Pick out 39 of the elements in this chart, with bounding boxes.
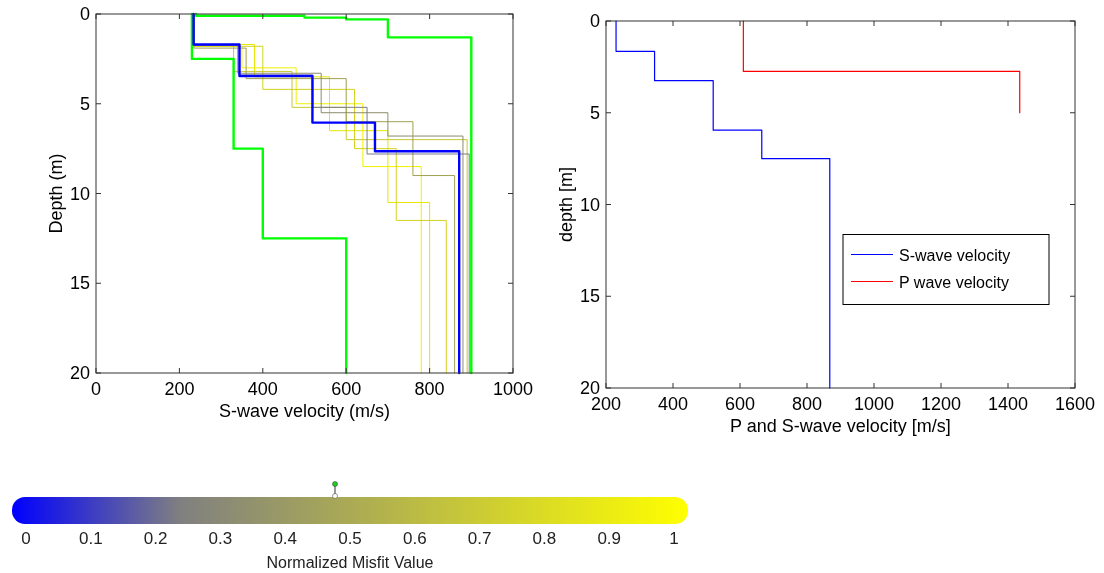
x-tick-label: 1600 <box>1054 394 1096 414</box>
y-tick-label: 20 <box>69 363 90 383</box>
color-bar-label: 0.6 <box>402 529 427 548</box>
y-tick-label: 5 <box>589 102 600 123</box>
color-bar-label: 0.7 <box>467 529 492 548</box>
color-bar-label: 0.8 <box>532 529 557 548</box>
x-tick-label: 800 <box>791 394 823 414</box>
x-tick-label: 1000 <box>853 394 895 414</box>
color-bar-label: 0.5 <box>338 529 362 548</box>
y-tick-label: 10 <box>69 183 90 204</box>
x-tick-label: 1400 <box>987 394 1029 414</box>
color-bar-label: 0.3 <box>208 529 233 548</box>
x-tick-label: 200 <box>164 379 195 399</box>
y-tick-label: 15 <box>69 273 90 294</box>
color-bar-label: 0.1 <box>78 529 103 548</box>
color-bar-label: 0 <box>21 529 31 548</box>
y-tick-label: 15 <box>579 286 600 307</box>
x-tick-label: 1000 <box>492 379 534 399</box>
y-tick-label: 5 <box>79 93 90 114</box>
color-bar-label: 1 <box>669 529 679 548</box>
x-axis-title: P and S-wave velocity [m/s] <box>730 416 951 436</box>
legend-label: S-wave velocity <box>899 246 1011 264</box>
y-tick-label: 0 <box>589 11 600 31</box>
color-bar-label: 0.2 <box>143 529 168 548</box>
legend-label: P wave velocity <box>899 273 1009 291</box>
color-bar-label: 0.4 <box>273 529 298 548</box>
x-tick-label: 600 <box>331 379 362 399</box>
x-tick-label: 400 <box>657 394 689 414</box>
y-tick-label: 0 <box>79 4 90 24</box>
y-axis-title: Depth (m) <box>46 153 66 234</box>
x-axis-title: S-wave velocity (m/s) <box>218 401 391 421</box>
color-bar-title: Normalized Misfit Value <box>266 554 434 571</box>
x-tick-label: 1200 <box>920 394 962 414</box>
y-tick-label: 10 <box>579 194 600 215</box>
color-bar-label: 0.9 <box>597 529 622 548</box>
y-axis-title: depth [m] <box>556 166 576 243</box>
x-tick-label: 400 <box>247 379 278 399</box>
x-tick-label: 800 <box>414 379 445 399</box>
x-tick-label: 600 <box>724 394 756 414</box>
